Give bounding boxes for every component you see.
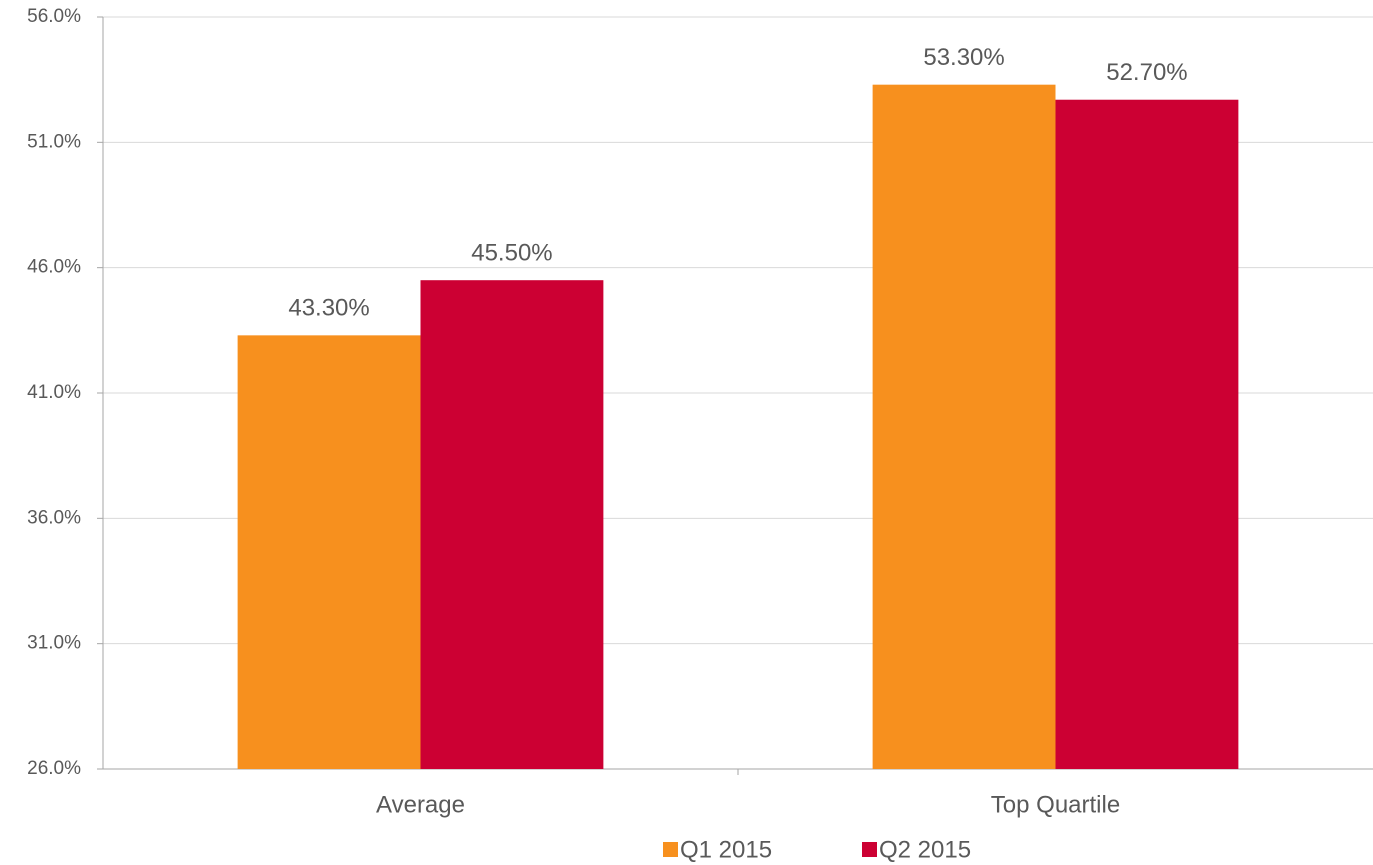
legend-swatch	[663, 842, 678, 857]
y-tick-label: 56.0%	[27, 6, 81, 27]
legend-label: Q2 2015	[879, 836, 971, 863]
y-tick-label: 41.0%	[27, 382, 81, 403]
bar	[237, 335, 421, 769]
bar	[872, 84, 1056, 770]
y-tick-label: 51.0%	[27, 131, 81, 152]
x-tick-label: Top Quartile	[991, 791, 1120, 818]
legend-label: Q1 2015	[680, 836, 772, 863]
value-label: 43.30%	[288, 295, 369, 322]
legend-swatch	[862, 842, 877, 857]
y-tick-label: 31.0%	[27, 633, 81, 654]
x-tick-label: Average	[376, 791, 465, 818]
y-tick-label: 26.0%	[27, 758, 81, 779]
bar	[1055, 99, 1239, 770]
value-label: 52.70%	[1106, 59, 1187, 86]
bar	[420, 280, 604, 769]
value-label: 45.50%	[471, 240, 552, 267]
y-tick-label: 36.0%	[27, 507, 81, 528]
value-label: 53.30%	[923, 44, 1004, 71]
y-tick-label: 46.0%	[27, 257, 81, 278]
